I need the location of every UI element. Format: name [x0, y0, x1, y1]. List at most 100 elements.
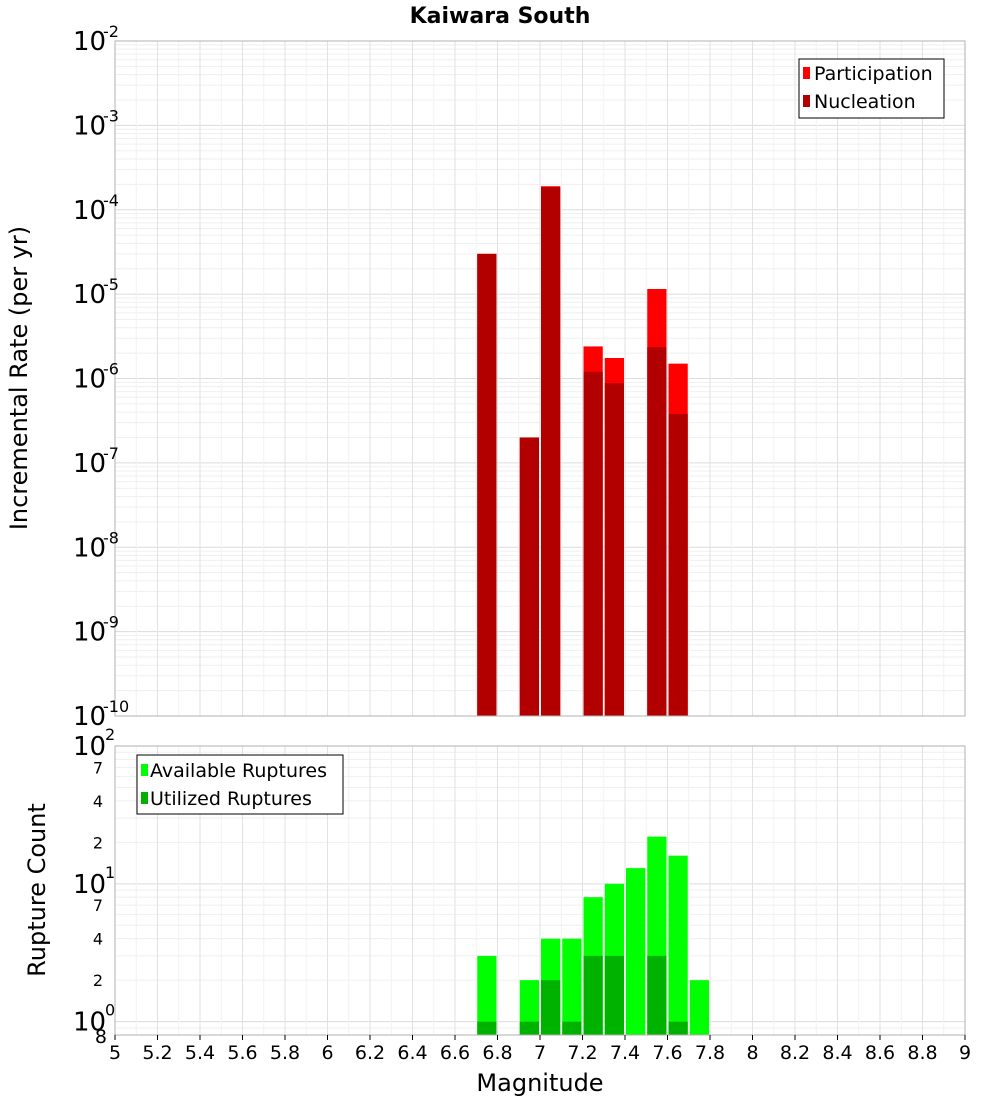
bottom-legend-box	[136, 754, 344, 815]
bottom-y-major-label: 102	[73, 725, 115, 762]
top-y-tick-exponent: -8	[103, 528, 119, 547]
top-y-tick-base: 10	[73, 702, 106, 732]
participation-legend-swatch	[803, 67, 810, 79]
utilized-ruptures-bar	[562, 1021, 582, 1035]
top-y-tick-exponent: -7	[103, 444, 119, 463]
bottom-y-tick-base: 10	[73, 870, 106, 900]
top-y-tick-label: 10-8	[73, 528, 119, 563]
top-y-tick-exponent: -3	[103, 106, 119, 125]
top-y-tick-base: 10	[73, 280, 106, 310]
x-axis-tick-label: 8.2	[780, 1042, 810, 1064]
utilized-ruptures-bar	[541, 980, 561, 1035]
top-y-tick-exponent: -4	[103, 191, 119, 210]
bottom-y-minor-label: 2	[93, 971, 103, 990]
x-axis-tick-label: 5	[109, 1042, 121, 1064]
x-axis-tick-label: 7.8	[695, 1042, 725, 1064]
top-legend: Participation Nucleation	[798, 58, 945, 119]
top-y-tick-label: 10-4	[73, 191, 119, 226]
bottom-y-minor-label: 8	[95, 1026, 107, 1048]
nucleation-bar	[604, 383, 624, 716]
nucleation-legend-label: Nucleation	[814, 91, 916, 113]
utilized-ruptures-bar	[647, 955, 667, 1035]
nucleation-legend-swatch	[803, 95, 810, 107]
nucleation-bar	[477, 253, 497, 716]
top-y-tick-label: 10-9	[73, 613, 119, 648]
bottom-y-major-label: 101	[73, 863, 115, 900]
x-axis-tick-label: 8.8	[907, 1042, 937, 1064]
utilized-ruptures-bar	[604, 955, 624, 1035]
bottom-y-tick-base: 10	[73, 1008, 106, 1038]
bottom-y-axis-title: Rupture Count	[23, 803, 51, 977]
x-axis-tick-label: 5.8	[270, 1042, 300, 1064]
available-ruptures-bar	[477, 955, 497, 1035]
bottom-legend: Available Ruptures Utilized Ruptures	[136, 754, 344, 815]
top-y-tick-exponent: -6	[103, 360, 119, 379]
x-axis-tick-label: 8.4	[822, 1042, 852, 1064]
bottom-y-minor-label: 7	[93, 758, 103, 777]
x-axis-tick-label: 7.6	[652, 1042, 682, 1064]
x-axis-tick-label: 6.2	[355, 1042, 385, 1064]
utilized-ruptures-legend-label: Utilized Ruptures	[150, 788, 312, 810]
available-ruptures-bar	[519, 980, 539, 1035]
bottom-y-tick-exponent: 0	[105, 1001, 115, 1020]
top-plot-border	[114, 40, 966, 717]
top-y-tick-label: 10-3	[73, 106, 119, 141]
bottom-y-major-label: 100	[73, 1001, 115, 1038]
top-y-tick-base: 10	[73, 365, 106, 395]
top-y-tick-exponent: -5	[103, 275, 119, 294]
x-axis-tick-label: 7.2	[567, 1042, 597, 1064]
x-axis-tick-label: 5.6	[227, 1042, 257, 1064]
available-ruptures-bar	[626, 868, 646, 1035]
available-ruptures-bar	[689, 980, 709, 1035]
available-ruptures-legend-label: Available Ruptures	[150, 760, 327, 782]
x-axis-tick-label: 8	[746, 1042, 758, 1064]
top-y-tick-base: 10	[73, 618, 106, 648]
x-axis-tick-label: 6.8	[482, 1042, 512, 1064]
x-axis-tick-label: 8.6	[865, 1042, 895, 1064]
utilized-ruptures-bar	[519, 1021, 539, 1035]
utilized-ruptures-bar	[668, 1021, 688, 1035]
x-axis-title: Magnitude	[476, 1069, 603, 1097]
top-y-tick-base: 10	[73, 449, 106, 479]
bottom-y-minor-label: 4	[93, 930, 103, 949]
nucleation-bar	[668, 413, 688, 716]
bottom-y-minor-label: 7	[93, 896, 103, 915]
top-y-tick-exponent: -10	[103, 697, 129, 716]
available-ruptures-bar	[562, 938, 582, 1035]
top-y-tick-base: 10	[73, 27, 106, 57]
bottom-y-minor-label: 2	[93, 833, 103, 852]
x-axis-tick-label: 6.6	[440, 1042, 470, 1064]
utilized-ruptures-bar	[583, 955, 603, 1035]
nucleation-bar	[583, 371, 603, 716]
nucleation-bar	[519, 437, 539, 716]
available-ruptures-legend-swatch	[141, 764, 148, 776]
top-y-tick-base: 10	[73, 111, 106, 141]
top-y-tick-label: 10-7	[73, 444, 119, 479]
top-y-tick-base: 10	[73, 533, 106, 563]
x-axis-tick-label: 5.2	[142, 1042, 172, 1064]
x-axis-tick-label: 6	[321, 1042, 333, 1064]
top-legend-box	[798, 58, 945, 119]
x-axis-tick-label: 5.4	[185, 1042, 215, 1064]
top-y-tick-label: 10-10	[73, 697, 129, 732]
top-y-axis-title: Incremental Rate (per yr)	[5, 226, 33, 530]
chart-title: Kaiwara South	[410, 4, 591, 29]
nucleation-bar	[541, 187, 561, 716]
x-axis-tick-label: 6.4	[397, 1042, 427, 1064]
bottom-y-minor-label: 4	[93, 792, 103, 811]
nucleation-bar	[647, 347, 667, 716]
top-y-tick-base: 10	[73, 196, 106, 226]
x-axis-tick-label: 7	[534, 1042, 546, 1064]
top-y-tick-exponent: -2	[103, 22, 119, 41]
top-y-tick-label: 10-2	[73, 22, 119, 57]
bottom-y-tick-exponent: 2	[105, 725, 115, 744]
bottom-y-tick-exponent: 1	[105, 863, 115, 882]
available-ruptures-bar	[668, 855, 688, 1035]
utilized-ruptures-bar	[477, 1021, 497, 1035]
participation-legend-label: Participation	[814, 63, 933, 85]
bottom-y-tick-base: 10	[73, 732, 106, 762]
top-y-tick-label: 10-6	[73, 360, 119, 395]
x-axis-tick-label: 9	[959, 1042, 971, 1064]
